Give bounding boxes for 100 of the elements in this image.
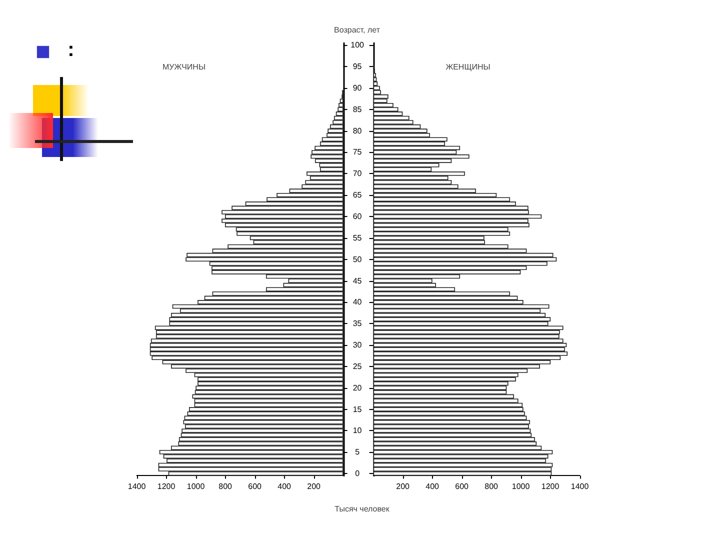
bar — [163, 454, 344, 459]
x-tick-label: 400 — [278, 482, 292, 492]
bar — [158, 467, 344, 472]
bar — [182, 428, 344, 433]
text: МУЖЧИНЫ — [162, 62, 206, 72]
bar — [314, 146, 344, 150]
bar — [334, 116, 344, 120]
bar — [186, 252, 344, 258]
x-tick-label: 1200 — [157, 482, 176, 492]
bar — [319, 162, 344, 168]
bar — [373, 416, 527, 420]
x-tick-label: 1200 — [541, 482, 560, 492]
x-tick-label: 200 — [307, 482, 322, 492]
x-tick-label: 1000 — [186, 482, 206, 492]
x-tick-label: 200 — [396, 482, 410, 492]
x-tick-label: 1400 — [570, 482, 590, 492]
bar — [150, 338, 344, 343]
bar — [338, 107, 344, 112]
bar — [194, 398, 344, 403]
bar — [330, 124, 344, 129]
bar — [192, 394, 344, 399]
bar — [373, 154, 470, 159]
bar — [310, 154, 344, 159]
bar — [373, 338, 564, 343]
y-tick-label: 75 — [352, 148, 362, 157]
bar — [322, 137, 344, 142]
bar — [373, 116, 410, 120]
y-tick-label: 10 — [352, 426, 362, 436]
bar — [152, 356, 344, 360]
bar — [154, 326, 344, 330]
y-tick-label: 65 — [352, 190, 362, 200]
bar — [373, 424, 529, 429]
y-tick-label: 30 — [352, 340, 362, 350]
bar — [373, 450, 553, 454]
bar — [156, 330, 344, 334]
bar — [222, 210, 344, 214]
y-tick-label: 15 — [352, 404, 362, 414]
bar — [373, 402, 523, 408]
bar — [373, 330, 560, 334]
bar — [314, 158, 344, 163]
bar — [198, 377, 344, 382]
bar — [373, 462, 553, 468]
bar — [184, 416, 344, 420]
bar — [373, 334, 560, 339]
bar — [373, 146, 460, 150]
bar — [150, 351, 344, 356]
x-tick-label: 600 — [248, 482, 262, 492]
bar — [171, 312, 344, 318]
bar — [373, 326, 564, 330]
bar — [212, 270, 344, 274]
bar — [373, 222, 530, 228]
bar — [373, 471, 552, 476]
bar — [373, 347, 565, 352]
y-axis-title: Возраст, лет — [334, 26, 380, 34]
bar — [373, 206, 528, 210]
bar — [159, 450, 344, 454]
bar — [332, 120, 344, 124]
x-tick-label: 800 — [484, 482, 499, 492]
bar — [305, 180, 344, 184]
bar — [373, 432, 532, 438]
bar — [373, 137, 448, 142]
bar — [212, 266, 344, 270]
y-tick-label: 100 — [350, 40, 365, 50]
bar — [373, 407, 524, 412]
bar — [222, 218, 344, 223]
bar — [373, 342, 567, 348]
y-tick-label: 70 — [352, 169, 362, 178]
bar — [187, 411, 344, 416]
y-tick-label: 0 — [355, 469, 360, 478]
bar — [373, 377, 516, 382]
y-tick-label: 50 — [352, 254, 362, 264]
y-tick-label: 5 — [355, 448, 360, 457]
y-tick-label: 85 — [352, 104, 362, 114]
bar — [312, 150, 344, 154]
text: ЖЕНЩИНЫ — [446, 62, 490, 72]
y-tick-label: 80 — [352, 126, 362, 136]
bar — [373, 411, 525, 416]
y-tick-label: 60 — [352, 212, 362, 222]
x-tick-label: 1000 — [512, 482, 530, 492]
bar — [185, 424, 344, 429]
bar — [373, 214, 542, 219]
bar — [373, 428, 531, 433]
bar — [180, 432, 344, 438]
y-tick-label: 25 — [352, 362, 362, 371]
bar — [373, 107, 398, 112]
text: : — [68, 39, 74, 61]
bar — [373, 86, 380, 90]
bar — [158, 462, 344, 468]
bar — [373, 454, 548, 459]
bar — [373, 394, 514, 399]
x-tick-label: 800 — [218, 482, 233, 492]
bar — [196, 386, 344, 390]
bar — [336, 112, 344, 116]
y-tick-label: 40 — [352, 298, 362, 307]
bar — [373, 304, 550, 309]
bar — [373, 386, 507, 390]
y-tick-label: 45 — [352, 276, 362, 286]
bar — [150, 347, 344, 352]
y-tick-label: 35 — [352, 319, 362, 328]
x-tick-label: 1400 — [128, 482, 146, 492]
